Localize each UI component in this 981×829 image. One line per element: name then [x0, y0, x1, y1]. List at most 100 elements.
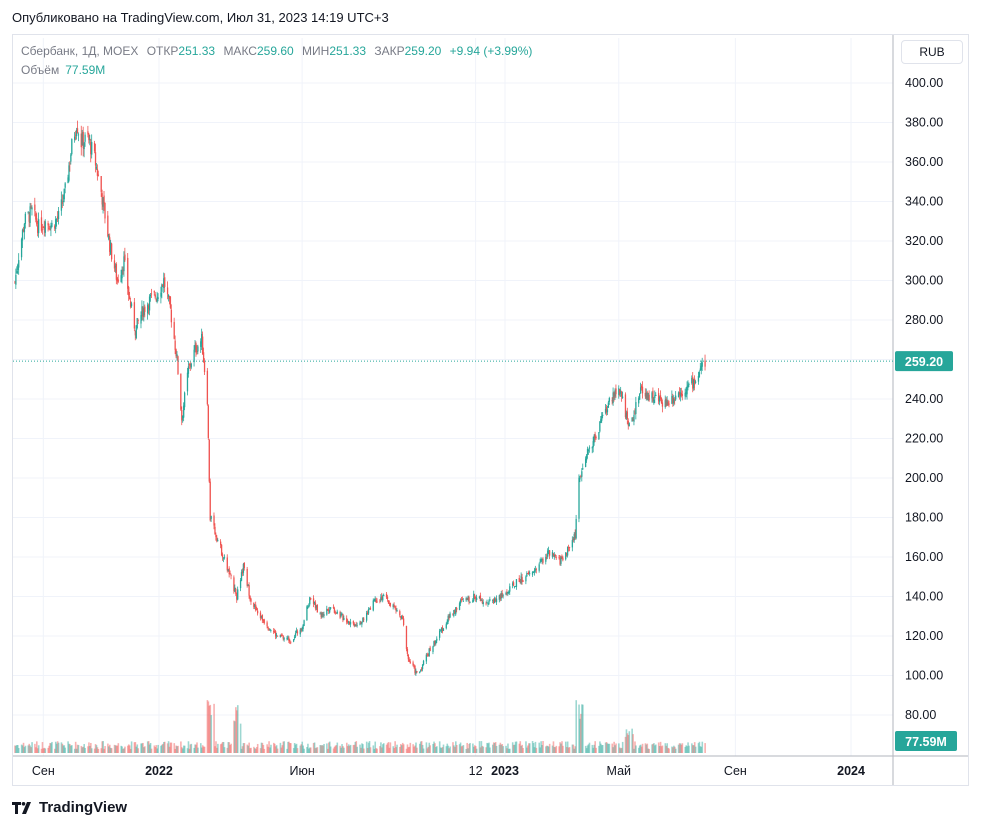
- volume-bar: [363, 748, 365, 753]
- candle-body: [461, 598, 464, 601]
- volume-bar: [140, 743, 142, 753]
- candle-body: [433, 641, 435, 646]
- currency-button[interactable]: RUB: [901, 40, 963, 64]
- candle-body: [247, 585, 249, 587]
- candle-body: [704, 360, 706, 367]
- candle-body: [107, 215, 109, 237]
- candle-body: [101, 193, 103, 205]
- volume-bar: [40, 748, 43, 753]
- x-tick-label: 2023: [491, 764, 519, 778]
- candle-body: [195, 343, 197, 353]
- candle-body: [388, 603, 391, 604]
- candle-body: [635, 402, 637, 414]
- candle-body: [547, 550, 549, 557]
- candle-body: [57, 210, 60, 220]
- volume-bar: [282, 741, 285, 753]
- volume-bar: [538, 742, 541, 753]
- tradingview-logo[interactable]: TradingView: [12, 799, 127, 816]
- candle-body: [201, 333, 203, 344]
- volume-bar: [197, 747, 199, 753]
- volume-bar: [143, 747, 145, 753]
- volume-bar: [465, 748, 468, 753]
- candle-body: [220, 541, 222, 545]
- volume-bar: [432, 743, 434, 753]
- candle-body: [230, 575, 232, 577]
- candle-body: [69, 163, 71, 165]
- volume-bar: [50, 743, 52, 753]
- volume-bar: [487, 743, 489, 753]
- candle-body: [253, 602, 255, 607]
- volume-bar: [290, 743, 292, 753]
- candle-body: [645, 392, 647, 399]
- volume-bar: [599, 741, 601, 753]
- volume-bar: [686, 746, 688, 753]
- candle-body: [116, 277, 118, 282]
- volume-bar: [500, 744, 503, 753]
- volume-bar: [300, 744, 303, 753]
- volume-bar: [61, 743, 64, 753]
- candle-body: [24, 213, 27, 224]
- volume-bar: [555, 745, 558, 753]
- volume-bar: [455, 745, 458, 753]
- volume-bar: [124, 746, 126, 753]
- y-tick-label: 220.00: [905, 432, 943, 446]
- volume-bar: [253, 746, 255, 753]
- volume-bar: [236, 710, 238, 753]
- candle-body: [242, 563, 245, 573]
- candle-body: [552, 553, 555, 556]
- volume-bar: [176, 746, 178, 753]
- candle-body: [655, 394, 657, 396]
- candle-body: [400, 616, 402, 618]
- candle-body: [43, 227, 45, 230]
- volume-bar: [613, 741, 615, 753]
- volume-bar: [23, 747, 26, 753]
- volume-bar: [166, 743, 169, 753]
- volume-bar: [276, 748, 279, 753]
- volume-bar: [196, 742, 198, 753]
- candle-body: [402, 616, 404, 619]
- candle-body: [15, 274, 17, 285]
- volume-bar: [223, 747, 226, 753]
- candle-body: [412, 662, 414, 666]
- volume-bar: [163, 742, 165, 753]
- candle-body: [434, 640, 436, 645]
- candle-body: [615, 388, 617, 395]
- candle-body: [327, 609, 329, 611]
- volume-bar: [47, 747, 49, 753]
- volume-bar: [15, 745, 17, 753]
- volume-bar: [494, 742, 497, 753]
- volume-bar: [472, 743, 474, 753]
- volume-bar: [615, 743, 617, 753]
- volume-bar: [416, 747, 418, 753]
- candle-body: [694, 381, 697, 383]
- candle-body: [588, 447, 591, 449]
- candle-body: [619, 389, 621, 392]
- candle-body: [17, 264, 19, 271]
- volume-bar: [181, 748, 184, 753]
- chart-frame[interactable]: [12, 34, 969, 786]
- candle-body: [664, 400, 666, 408]
- volume-bar: [542, 741, 544, 753]
- volume-bar: [485, 747, 487, 753]
- candle-body: [420, 668, 423, 670]
- candle-body: [267, 626, 269, 629]
- volume-bar: [135, 746, 138, 753]
- candle-body: [647, 392, 649, 401]
- volume-bar: [120, 745, 122, 753]
- candle-body: [280, 634, 282, 637]
- candle-body: [515, 579, 518, 588]
- candle-body: [426, 654, 428, 656]
- volume-bar: [326, 743, 328, 753]
- legend-symbol: Сбербанк, 1Д, MOEX: [21, 44, 139, 58]
- candle-body: [237, 589, 239, 600]
- candle-body: [560, 556, 562, 564]
- volume-bar: [84, 747, 86, 753]
- volume-bar: [453, 745, 455, 753]
- candle-body: [149, 294, 152, 297]
- volume-bar: [73, 748, 76, 753]
- volume-bar: [612, 747, 614, 753]
- volume-bar: [115, 745, 118, 753]
- volume-bar: [107, 743, 109, 753]
- candle-body: [41, 229, 44, 231]
